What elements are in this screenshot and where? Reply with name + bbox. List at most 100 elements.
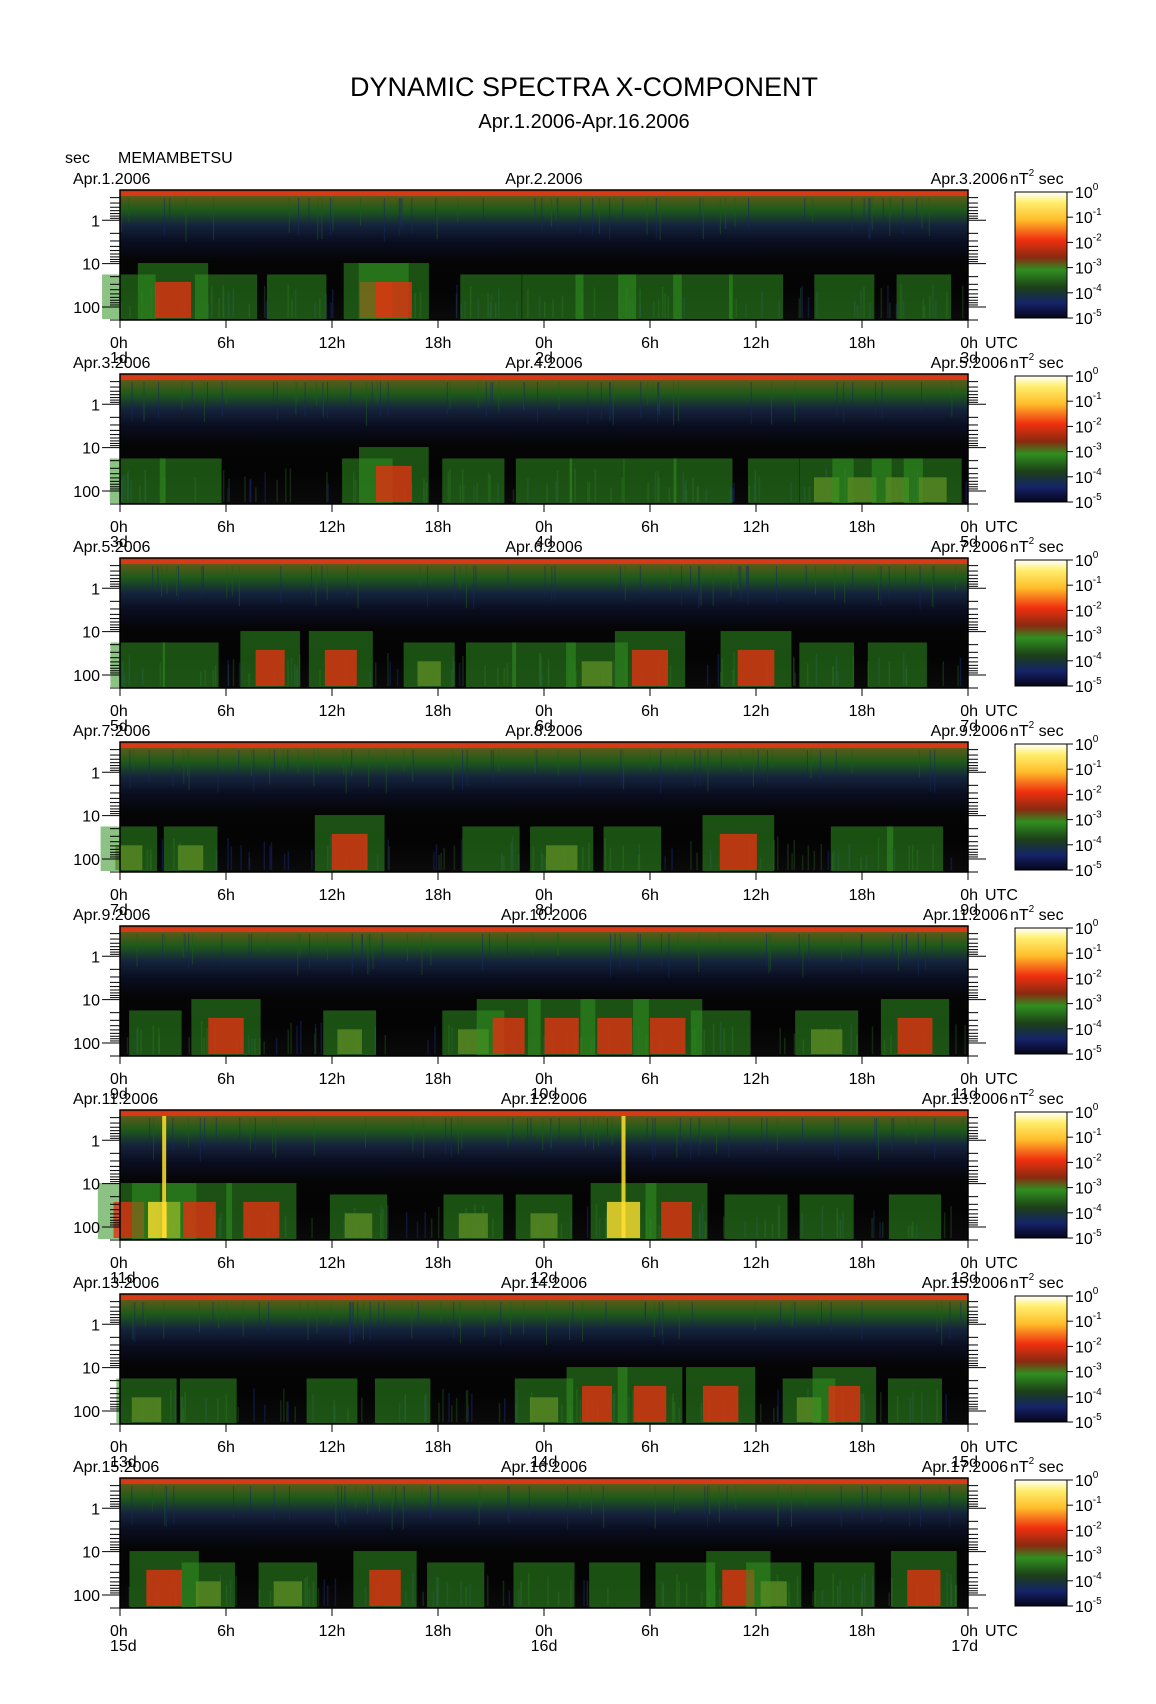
x-tick-label: 0h — [960, 1255, 978, 1272]
colorbar-tick-label: 10-4 — [1075, 467, 1102, 487]
y-tick-label: 100 — [73, 300, 100, 317]
x-tick-label: 12h — [319, 1623, 346, 1640]
day-label: 15d — [110, 1638, 137, 1655]
x-tick-label: 6h — [641, 1623, 659, 1640]
x-tick-label: 6h — [641, 519, 659, 536]
y-tick-label: 10 — [82, 809, 100, 826]
colorbar-tick-label: 10-3 — [1075, 1178, 1102, 1198]
x-axis-unit: UTC — [985, 1071, 1018, 1088]
activity-events — [97, 1116, 942, 1239]
top-power-band — [120, 1112, 968, 1116]
colorbar-unit: nT2 sec — [1010, 168, 1064, 188]
panel-start-date: Apr.15.2006 — [73, 1459, 159, 1476]
colorbar-tick-label: 10-4 — [1075, 1387, 1102, 1407]
spectrogram-panel: Apr.3.2006 Apr.4.2006 Apr.5.2006 nT2 sec 1 10… — [73, 352, 1102, 551]
colorbar-tick-label: 10-2 — [1075, 232, 1102, 252]
x-tick-label: 18h — [849, 519, 876, 536]
colorbar-tick-label: 100 — [1075, 1470, 1099, 1490]
y-tick-label: 100 — [73, 852, 100, 869]
colorbar-tick-label: 10-5 — [1075, 492, 1102, 512]
colorbar-tick-label: 10-2 — [1075, 1520, 1102, 1540]
y-tick-label: 100 — [73, 1588, 100, 1605]
y-axis-ticks — [102, 565, 986, 689]
colorbar-tick-label: 10-1 — [1075, 575, 1102, 595]
x-tick-label: 18h — [849, 1255, 876, 1272]
panel-end-date: Apr.17.2006 — [922, 1459, 1008, 1476]
colorbar-tick-label: 10-2 — [1075, 1336, 1102, 1356]
colorbar — [1014, 375, 1068, 503]
y-tick-label: 1 — [91, 1133, 100, 1150]
x-tick-label: 12h — [319, 335, 346, 352]
x-tick-label: 0h — [535, 1071, 553, 1088]
colorbar-tick-label: 10-4 — [1075, 651, 1102, 671]
x-tick-label: 6h — [641, 335, 659, 352]
y-axis-ticks — [102, 933, 986, 1057]
y-axis-ticks — [102, 381, 986, 505]
x-tick-label: 12h — [319, 703, 346, 720]
panel-start-date: Apr.5.2006 — [73, 539, 151, 556]
colorbar-tick-label: 10-3 — [1075, 258, 1102, 278]
spectrogram-panel: Apr.13.2006 Apr.14.2006 Apr.15.2006 nT2 sec… — [73, 1272, 1102, 1471]
colorbar-tick-label: 10-4 — [1075, 283, 1102, 303]
panel-start-date: Apr.1.2006 — [73, 171, 151, 188]
x-tick-label: 0h — [535, 887, 553, 904]
x-tick-label: 0h — [110, 1071, 128, 1088]
colorbar — [1014, 191, 1068, 319]
y-tick-label: 100 — [73, 1220, 100, 1237]
y-tick-label: 100 — [73, 1036, 100, 1053]
y-tick-label: 10 — [82, 1545, 100, 1562]
day-label: 6d — [535, 718, 553, 735]
x-tick-label: 12h — [743, 703, 770, 720]
x-tick-label: 18h — [425, 1071, 452, 1088]
colorbar-tick-label: 10-4 — [1075, 1203, 1102, 1223]
x-tick-label: 18h — [425, 1439, 452, 1456]
day-label: 3d — [960, 350, 978, 367]
panel-mid-date: Apr.6.2006 — [505, 539, 583, 556]
y-tick-label: 1 — [91, 581, 100, 598]
day-label: 7d — [960, 718, 978, 735]
colorbar-tick-label: 10-1 — [1075, 391, 1102, 411]
panel-start-date: Apr.9.2006 — [73, 907, 151, 924]
colorbar-tick-label: 10-3 — [1075, 1362, 1102, 1382]
x-tick-label: 6h — [641, 1439, 659, 1456]
day-label: 12d — [531, 1270, 558, 1287]
y-tick-label: 100 — [73, 668, 100, 685]
x-tick-label: 6h — [217, 887, 235, 904]
colorbar-tick-label: 10-1 — [1075, 943, 1102, 963]
top-power-band — [120, 928, 968, 932]
x-tick-label: 18h — [849, 1623, 876, 1640]
day-label: 9d — [110, 1086, 128, 1103]
y-tick-label: 10 — [82, 441, 100, 458]
y-tick-label: 1 — [91, 213, 100, 230]
day-label: 3d — [110, 534, 128, 551]
colorbar-tick-label: 10-5 — [1075, 1412, 1102, 1432]
x-tick-label: 0h — [535, 335, 553, 352]
activity-events — [129, 999, 950, 1055]
x-tick-label: 0h — [960, 1623, 978, 1640]
y-axis-ticks — [102, 1301, 986, 1425]
colorbar-unit: nT2 sec — [1010, 536, 1064, 556]
y-axis-ticks — [102, 197, 986, 321]
colorbar-tick-label: 10-4 — [1075, 1571, 1102, 1591]
y-axis-ticks — [102, 1117, 986, 1241]
panel-end-date: Apr.13.2006 — [922, 1091, 1008, 1108]
y-tick-label: 1 — [91, 1501, 100, 1518]
panel-end-date: Apr.7.2006 — [931, 539, 1009, 556]
spectrogram-panel: Apr.1.2006 Apr.2.2006 Apr.3.2006 nT2 sec 1 10… — [73, 168, 1102, 367]
x-tick-label: 12h — [743, 519, 770, 536]
x-tick-label: 0h — [535, 703, 553, 720]
day-label: 8d — [535, 902, 553, 919]
x-tick-label: 12h — [319, 519, 346, 536]
day-label: 14d — [531, 1454, 558, 1471]
x-tick-label: 6h — [217, 1439, 235, 1456]
x-tick-label: 0h — [535, 1623, 553, 1640]
panel-mid-date: Apr.2.2006 — [505, 171, 583, 188]
x-tick-label: 18h — [425, 703, 452, 720]
top-power-band — [120, 1296, 968, 1300]
colorbar-tick-label: 10-3 — [1075, 994, 1102, 1014]
panel-mid-date: Apr.8.2006 — [505, 723, 583, 740]
colorbar — [1014, 927, 1068, 1055]
day-label: 5d — [110, 718, 128, 735]
x-tick-label: 12h — [743, 335, 770, 352]
panel-start-date: Apr.7.2006 — [73, 723, 151, 740]
